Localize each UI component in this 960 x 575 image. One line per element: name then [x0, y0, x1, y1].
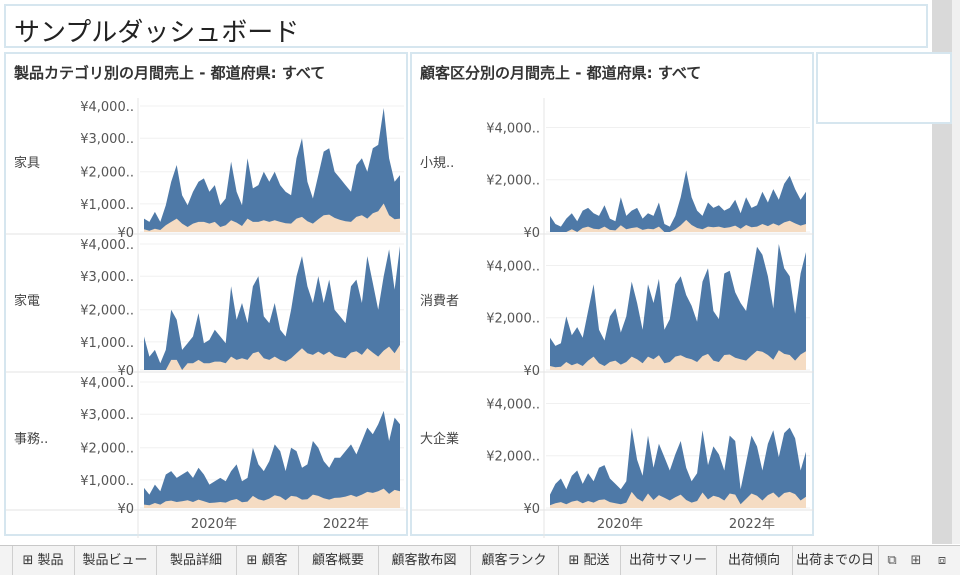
segment-sales-panel: 顧客区分別の月間売上 - 都道府県: すべて ¥4,000.. ¥2,000.. ¥… [410, 52, 814, 538]
tab-shipping-trend[interactable]: 出荷傾向 [716, 546, 793, 575]
y-tick-label: ¥3,000.. [80, 270, 134, 285]
series-area-total [550, 244, 806, 370]
y-tick-label: ¥3,000.. [80, 132, 134, 147]
tab-shipping-summary[interactable]: 出荷サマリー [620, 546, 717, 575]
tab-days-to-ship[interactable]: 出荷までの日 [792, 546, 879, 575]
series-area-part [144, 203, 400, 232]
y-tick-label: ¥4,000.. [80, 376, 134, 391]
y-tick-label: ¥4,000.. [486, 121, 540, 136]
category-sales-panel: 製品カテゴリ別の月間売上 - 都道府県: すべて ¥4,000.. ¥3,000.… [4, 52, 408, 538]
y-tick-label: ¥1,000.. [80, 336, 134, 351]
new-story-icon[interactable]: ⧈ [937, 553, 947, 568]
x-tick-label: 2022年 [729, 517, 775, 532]
dashboard-title: サンプルダッシュボード [14, 18, 300, 48]
series-area-part [550, 219, 806, 232]
tab-customer-rank[interactable]: 顧客ランク [470, 546, 559, 575]
empty-container [816, 52, 952, 124]
row-label: 家具 [14, 155, 40, 171]
tab-customer-overview[interactable]: 顧客概要 [298, 546, 379, 575]
sheet-tab-edge[interactable] [0, 546, 13, 575]
y-tick-label: ¥2,000.. [486, 174, 540, 189]
tab-product-view[interactable]: 製品ビュー [74, 546, 157, 575]
new-sheet-icon[interactable]: ⊞ [910, 553, 922, 568]
vertical-scrollbar[interactable] [932, 0, 952, 544]
tab-customers[interactable]: ⊞ 顧客 [236, 546, 299, 575]
y-tick-label: ¥0 [117, 364, 134, 379]
series-area-total [144, 410, 400, 508]
series-area-total [144, 246, 400, 370]
y-tick-label: ¥4,000.. [486, 259, 540, 274]
y-tick-label: ¥3,000.. [80, 408, 134, 423]
row-label: 事務.. [14, 432, 48, 447]
scrollbar-track [952, 0, 960, 544]
row-label: 家電 [14, 293, 40, 309]
category-sales-chart: ¥4,000.. ¥3,000.. ¥2,000.. ¥1,000.. ¥0 家具 ¥4,0… [6, 98, 408, 538]
series-area-part [550, 350, 806, 370]
dashboard-title-box: サンプルダッシュボード [4, 4, 928, 48]
y-tick-label: ¥0 [117, 226, 134, 241]
series-area-total [144, 108, 400, 232]
new-dashboard-icon[interactable]: ⧉ [887, 553, 897, 568]
row-label: 消費者 [420, 294, 459, 309]
row-label: 大企業 [420, 431, 459, 447]
y-tick-label: ¥2,000.. [80, 442, 134, 457]
y-tick-label: ¥2,000.. [80, 166, 134, 181]
series-area-part [144, 488, 400, 508]
tab-shipping[interactable]: ⊞ 配送 [558, 546, 621, 575]
series-area-part [550, 491, 806, 508]
y-tick-label: ¥0 [523, 364, 540, 379]
y-tick-label: ¥4,000.. [80, 100, 134, 115]
y-tick-label: ¥1,000.. [80, 198, 134, 213]
series-area-total [550, 427, 806, 508]
y-tick-label: ¥4,000.. [486, 397, 540, 412]
tab-customer-scatter[interactable]: 顧客散布図 [378, 546, 471, 575]
y-tick-label: ¥2,000.. [486, 312, 540, 327]
segment-panel-title: 顧客区分別の月間売上 - 都道府県: すべて [420, 64, 702, 82]
x-tick-label: 2022年 [323, 517, 369, 532]
y-tick-label: ¥2,000.. [486, 450, 540, 465]
x-tick-label: 2020年 [191, 517, 237, 532]
tab-product-detail[interactable]: 製品詳細 [156, 546, 237, 575]
y-tick-label: ¥0 [117, 502, 134, 517]
y-tick-label: ¥2,000.. [80, 304, 134, 319]
sheet-tab-bar: ⊞ 製品 製品ビュー 製品詳細 ⊞ 顧客 顧客概要 顧客散布図 顧客ランク ⊞ … [0, 545, 960, 575]
series-area-part [144, 344, 400, 370]
x-tick-label: 2020年 [597, 517, 643, 532]
category-panel-title: 製品カテゴリ別の月間売上 - 都道府県: すべて [14, 64, 326, 82]
segment-sales-chart: ¥4,000.. ¥2,000.. ¥0 小規.. ¥4,000.. ¥2,000.. ¥0… [412, 98, 814, 538]
tab-products[interactable]: ⊞ 製品 [12, 546, 75, 575]
y-tick-label: ¥0 [523, 502, 540, 517]
y-tick-label: ¥4,000.. [80, 238, 134, 253]
y-tick-label: ¥1,000.. [80, 474, 134, 489]
y-tick-label: ¥0 [523, 226, 540, 241]
series-area-total [550, 170, 806, 232]
row-label: 小規.. [420, 156, 454, 171]
